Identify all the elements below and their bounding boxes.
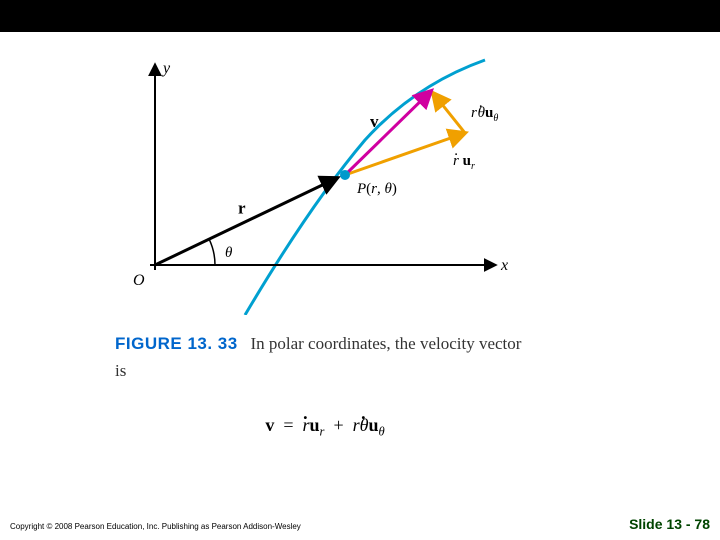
equation: v = rur + rθuθ <box>115 415 535 440</box>
footer: Copyright © 2008 Pearson Education, Inc.… <box>10 516 710 532</box>
svg-text:P(r, θ): P(r, θ) <box>356 181 397 197</box>
svg-text:x: x <box>500 257 508 274</box>
diagram: x y Oθ r v P(r, θ) .r ur r.θuθ <box>115 55 515 315</box>
svg-text:y: y <box>161 60 171 77</box>
svg-text:.r ur: .r ur <box>453 143 475 172</box>
eq-u2: u <box>368 415 378 435</box>
svg-text:v: v <box>370 112 379 131</box>
eq-plus: + <box>333 415 343 435</box>
figure-label: FIGURE 13. 33 <box>115 334 238 353</box>
svg-text:O: O <box>133 272 145 289</box>
figure-caption: FIGURE 13. 33 In polar coordinates, the … <box>115 330 535 384</box>
copyright-text: Copyright © 2008 Pearson Education, Inc.… <box>10 522 301 531</box>
slide-number: Slide 13 - 78 <box>629 516 710 532</box>
eq-equals: = <box>283 415 293 435</box>
svg-text:r.θuθ: r.θuθ <box>471 95 498 124</box>
svg-text:r: r <box>238 199 246 218</box>
eq-sub2: θ <box>378 425 384 439</box>
eq-lhs: v <box>265 415 274 435</box>
top-bar <box>0 0 720 32</box>
eq-r2: r <box>353 415 360 435</box>
eq-sub1: r <box>320 425 325 439</box>
eq-u1: u <box>310 415 320 435</box>
svg-text:θ: θ <box>225 245 233 261</box>
